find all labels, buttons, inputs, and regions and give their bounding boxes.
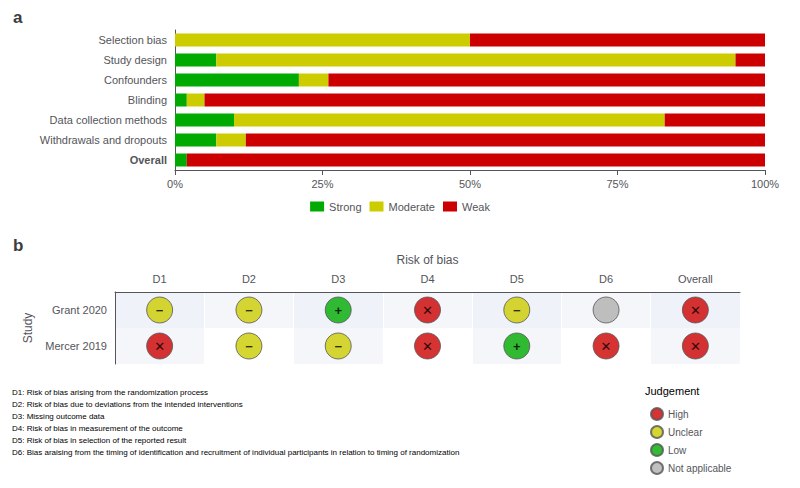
svg-text:Confounders: Confounders (104, 74, 167, 86)
svg-text:D4: Risk of bias in measuremen: D4: Risk of bias in measurement of the o… (12, 424, 183, 433)
svg-text:D2: Risk of bias due to deviat: D2: Risk of bias due to deviations from … (12, 400, 243, 409)
svg-text:D3: D3 (331, 273, 345, 285)
svg-text:✕: ✕ (601, 339, 612, 354)
svg-text:Grant 2020: Grant 2020 (52, 304, 107, 316)
svg-text:100%: 100% (751, 178, 779, 190)
svg-text:0%: 0% (167, 178, 183, 190)
svg-text:+: + (513, 339, 521, 354)
svg-text:Moderate: Moderate (389, 201, 435, 213)
svg-text:D5: Risk of bias in selection: D5: Risk of bias in selection of the rep… (12, 436, 187, 445)
svg-text:✕: ✕ (690, 339, 701, 354)
svg-text:Low: Low (668, 445, 687, 456)
svg-text:−: − (245, 339, 253, 354)
svg-text:Unclear: Unclear (668, 427, 703, 438)
svg-text:D1: D1 (153, 273, 167, 285)
svg-text:Overall: Overall (130, 154, 167, 166)
svg-text:−: − (513, 303, 521, 318)
svg-text:+: + (334, 303, 342, 318)
svg-text:✕: ✕ (422, 303, 433, 318)
svg-text:Judgement: Judgement (645, 385, 699, 397)
svg-text:Not applicable: Not applicable (668, 463, 732, 474)
svg-text:−: − (245, 303, 253, 318)
svg-text:Withdrawals and dropouts: Withdrawals and dropouts (40, 134, 168, 146)
svg-text:D2: D2 (242, 273, 256, 285)
svg-text:a: a (13, 8, 23, 27)
svg-text:25%: 25% (311, 178, 333, 190)
svg-text:Weak: Weak (462, 201, 490, 213)
svg-text:Selection bias: Selection bias (99, 34, 168, 46)
svg-text:D3: Missing outcome data: D3: Missing outcome data (12, 412, 105, 421)
svg-text:Study: Study (21, 313, 35, 344)
svg-text:Risk of bias: Risk of bias (396, 253, 458, 267)
svg-text:Strong: Strong (329, 201, 361, 213)
svg-text:Blinding: Blinding (128, 94, 167, 106)
svg-text:D1: Risk of bias arising from: D1: Risk of bias arising from the random… (12, 388, 208, 397)
svg-text:50%: 50% (459, 178, 481, 190)
svg-text:✕: ✕ (154, 339, 165, 354)
svg-text:−: − (334, 339, 342, 354)
svg-text:D6: Bias araising from the tim: D6: Bias araising from the timing of ide… (12, 448, 459, 457)
svg-text:Overall: Overall (678, 273, 713, 285)
svg-text:✕: ✕ (422, 339, 433, 354)
svg-text:Study design: Study design (103, 54, 167, 66)
svg-text:Data collection methods: Data collection methods (50, 114, 168, 126)
svg-text:D4: D4 (420, 273, 434, 285)
svg-text:75%: 75% (606, 178, 628, 190)
svg-text:−: − (156, 303, 164, 318)
svg-text:b: b (13, 236, 23, 255)
svg-text:D6: D6 (599, 273, 613, 285)
svg-text:High: High (668, 409, 689, 420)
svg-text:Mercer 2019: Mercer 2019 (45, 340, 107, 352)
svg-text:✕: ✕ (690, 303, 701, 318)
svg-text:D5: D5 (510, 273, 524, 285)
